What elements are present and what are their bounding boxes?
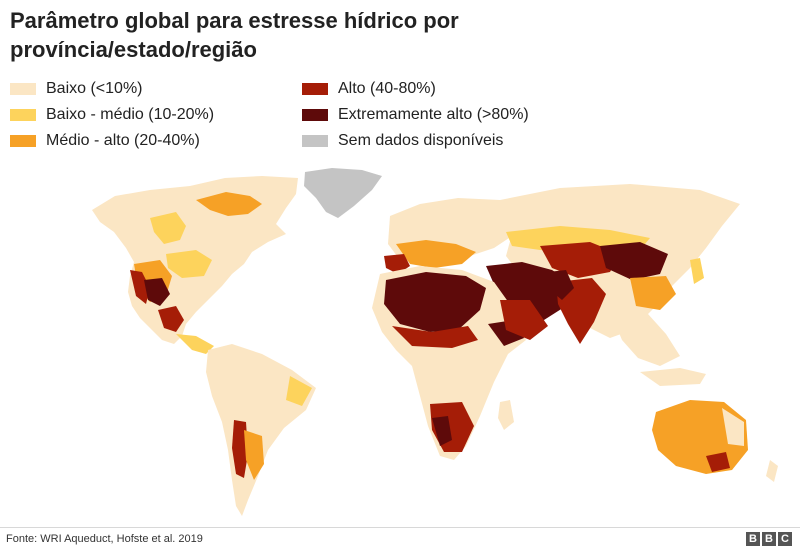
canada-prairie: [150, 212, 186, 244]
footer-divider: [0, 527, 800, 528]
canada-orange-band: [196, 192, 262, 216]
mexico-north: [158, 306, 184, 332]
madagascar: [498, 400, 514, 430]
south-america: [206, 344, 316, 516]
india: [556, 278, 606, 344]
new-zealand: [766, 460, 778, 482]
southeast-asia: [612, 314, 680, 366]
legend-item-high: Alto (40-80%): [302, 76, 436, 102]
usa-midwest: [166, 250, 212, 278]
brazil-northeast: [286, 376, 312, 406]
sahel: [392, 326, 478, 348]
legend-item-medium-high: Médio - alto (20-40%): [10, 128, 200, 154]
legend-label-medium-high: Médio - alto (20-40%): [46, 132, 200, 149]
map-title: Parâmetro global para estresse hídrico p…: [10, 8, 459, 62]
argentina-west: [244, 430, 264, 480]
china-east: [630, 276, 676, 310]
world-water-stress-map: [92, 168, 778, 516]
legend-swatch-no-data: [302, 135, 328, 147]
greenland: [304, 168, 382, 218]
indonesia: [640, 368, 706, 386]
bbc-logo: B B C: [746, 532, 792, 546]
pakistan: [548, 270, 574, 300]
legend: Baixo (<10%) Baixo - médio (10-20%) Médi…: [10, 76, 630, 156]
andes-chile: [232, 420, 248, 478]
legend-swatch-low-medium: [10, 109, 36, 121]
bbc-logo-letter-b2: B: [762, 532, 776, 546]
arabian-peninsula: [500, 300, 548, 340]
legend-item-extremely-high: Extremamente alto (>80%): [302, 102, 529, 128]
australia-east: [722, 408, 744, 446]
north-africa: [384, 272, 486, 332]
legend-swatch-low: [10, 83, 36, 95]
australia-southeast: [706, 452, 730, 472]
spain: [384, 254, 410, 274]
legend-item-no-data: Sem dados disponíveis: [302, 128, 503, 154]
legend-swatch-medium-high: [10, 135, 36, 147]
legend-label-high: Alto (40-80%): [338, 80, 436, 97]
legend-label-extremely-high: Extremamente alto (>80%): [338, 106, 529, 123]
source-note: Fonte: WRI Aqueduct, Hofste et al. 2019: [6, 533, 203, 545]
namibia-extreme: [432, 416, 452, 446]
bbc-logo-letter-c: C: [778, 532, 792, 546]
bbc-logo-letter-b1: B: [746, 532, 760, 546]
legend-label-no-data: Sem dados disponíveis: [338, 132, 504, 149]
central-america: [176, 334, 214, 354]
legend-label-low-medium: Baixo - médio (10-20%): [46, 106, 215, 123]
usa-california: [130, 270, 150, 304]
legend-label-low: Baixo (<10%): [46, 80, 143, 97]
central-asia: [540, 242, 620, 278]
europe-south: [396, 240, 476, 268]
legend-item-low: Baixo (<10%): [10, 76, 143, 102]
japan: [690, 258, 704, 284]
legend-swatch-high: [302, 83, 328, 95]
usa-southwest-extreme: [144, 278, 170, 306]
legend-swatch-extremely-high: [302, 109, 328, 121]
legend-item-low-medium: Baixo - médio (10-20%): [10, 102, 214, 128]
north-china: [600, 242, 668, 280]
